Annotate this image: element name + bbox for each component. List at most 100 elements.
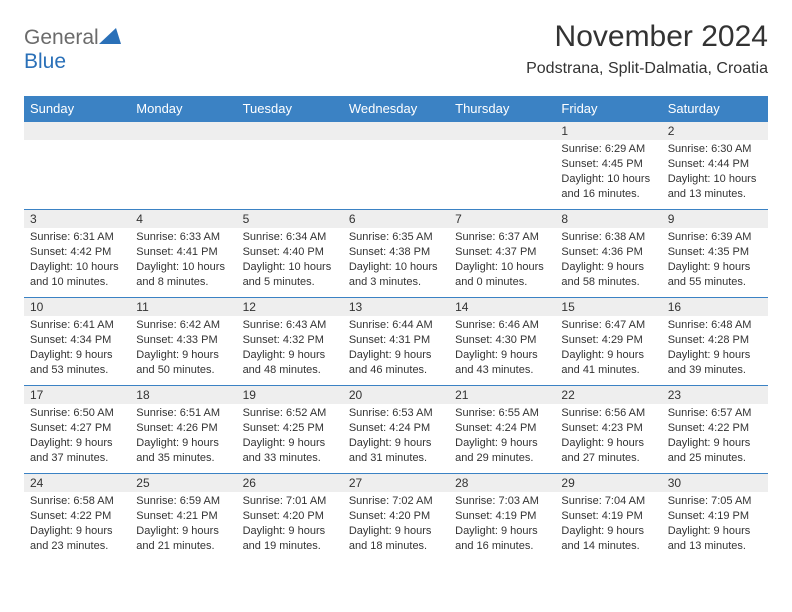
day-content: Sunrise: 7:04 AMSunset: 4:19 PMDaylight:… — [555, 492, 661, 557]
day-content: Sunrise: 6:29 AMSunset: 4:45 PMDaylight:… — [555, 140, 661, 205]
daylight-text: Daylight: 9 hours and 31 minutes. — [349, 436, 443, 466]
calendar-cell: 1Sunrise: 6:29 AMSunset: 4:45 PMDaylight… — [555, 122, 661, 210]
day-number: 11 — [130, 298, 236, 316]
daylight-text: Daylight: 9 hours and 33 minutes. — [243, 436, 337, 466]
day-number: 26 — [237, 474, 343, 492]
day-header: Friday — [555, 96, 661, 122]
sunrise-text: Sunrise: 7:03 AM — [455, 494, 549, 509]
sunrise-text: Sunrise: 6:41 AM — [30, 318, 124, 333]
day-content: Sunrise: 6:39 AMSunset: 4:35 PMDaylight:… — [662, 228, 768, 293]
calendar-week-row: 17Sunrise: 6:50 AMSunset: 4:27 PMDayligh… — [24, 386, 768, 474]
sunset-text: Sunset: 4:25 PM — [243, 421, 337, 436]
sunrise-text: Sunrise: 6:37 AM — [455, 230, 549, 245]
logo: General Blue — [24, 20, 121, 74]
calendar-cell: 14Sunrise: 6:46 AMSunset: 4:30 PMDayligh… — [449, 298, 555, 386]
calendar-cell: 28Sunrise: 7:03 AMSunset: 4:19 PMDayligh… — [449, 474, 555, 562]
sunrise-text: Sunrise: 6:52 AM — [243, 406, 337, 421]
sunrise-text: Sunrise: 6:33 AM — [136, 230, 230, 245]
sunset-text: Sunset: 4:22 PM — [668, 421, 762, 436]
calendar-week-row: 3Sunrise: 6:31 AMSunset: 4:42 PMDaylight… — [24, 210, 768, 298]
day-content: Sunrise: 7:02 AMSunset: 4:20 PMDaylight:… — [343, 492, 449, 557]
calendar-cell: 18Sunrise: 6:51 AMSunset: 4:26 PMDayligh… — [130, 386, 236, 474]
sunset-text: Sunset: 4:34 PM — [30, 333, 124, 348]
calendar-cell — [130, 122, 236, 210]
daylight-text: Daylight: 9 hours and 39 minutes. — [668, 348, 762, 378]
calendar-cell: 15Sunrise: 6:47 AMSunset: 4:29 PMDayligh… — [555, 298, 661, 386]
day-number: 2 — [662, 122, 768, 140]
day-number: 7 — [449, 210, 555, 228]
day-content: Sunrise: 6:53 AMSunset: 4:24 PMDaylight:… — [343, 404, 449, 469]
sunset-text: Sunset: 4:45 PM — [561, 157, 655, 172]
day-number: 25 — [130, 474, 236, 492]
sunrise-text: Sunrise: 7:05 AM — [668, 494, 762, 509]
day-content: Sunrise: 7:05 AMSunset: 4:19 PMDaylight:… — [662, 492, 768, 557]
day-number: 21 — [449, 386, 555, 404]
sunset-text: Sunset: 4:36 PM — [561, 245, 655, 260]
day-number: 30 — [662, 474, 768, 492]
sunrise-text: Sunrise: 6:44 AM — [349, 318, 443, 333]
day-number: 18 — [130, 386, 236, 404]
day-content: Sunrise: 6:56 AMSunset: 4:23 PMDaylight:… — [555, 404, 661, 469]
calendar-cell: 13Sunrise: 6:44 AMSunset: 4:31 PMDayligh… — [343, 298, 449, 386]
day-content: Sunrise: 6:30 AMSunset: 4:44 PMDaylight:… — [662, 140, 768, 205]
sunset-text: Sunset: 4:19 PM — [455, 509, 549, 524]
day-content: Sunrise: 6:34 AMSunset: 4:40 PMDaylight:… — [237, 228, 343, 293]
daylight-text: Daylight: 10 hours and 10 minutes. — [30, 260, 124, 290]
calendar-cell: 29Sunrise: 7:04 AMSunset: 4:19 PMDayligh… — [555, 474, 661, 562]
sunrise-text: Sunrise: 6:39 AM — [668, 230, 762, 245]
day-number: 9 — [662, 210, 768, 228]
sunrise-text: Sunrise: 6:59 AM — [136, 494, 230, 509]
calendar-week-row: 24Sunrise: 6:58 AMSunset: 4:22 PMDayligh… — [24, 474, 768, 562]
empty-day-bar — [449, 122, 555, 140]
day-content: Sunrise: 6:42 AMSunset: 4:33 PMDaylight:… — [130, 316, 236, 381]
sunrise-text: Sunrise: 6:29 AM — [561, 142, 655, 157]
sunrise-text: Sunrise: 6:50 AM — [30, 406, 124, 421]
day-content: Sunrise: 6:44 AMSunset: 4:31 PMDaylight:… — [343, 316, 449, 381]
calendar-cell: 27Sunrise: 7:02 AMSunset: 4:20 PMDayligh… — [343, 474, 449, 562]
calendar-week-row: 1Sunrise: 6:29 AMSunset: 4:45 PMDaylight… — [24, 122, 768, 210]
daylight-text: Daylight: 9 hours and 58 minutes. — [561, 260, 655, 290]
calendar-cell — [343, 122, 449, 210]
calendar-cell: 20Sunrise: 6:53 AMSunset: 4:24 PMDayligh… — [343, 386, 449, 474]
sunrise-text: Sunrise: 6:58 AM — [30, 494, 124, 509]
sunset-text: Sunset: 4:22 PM — [30, 509, 124, 524]
calendar-cell: 4Sunrise: 6:33 AMSunset: 4:41 PMDaylight… — [130, 210, 236, 298]
sunset-text: Sunset: 4:29 PM — [561, 333, 655, 348]
page: General Blue November 2024 Podstrana, Sp… — [0, 0, 792, 582]
sunset-text: Sunset: 4:19 PM — [668, 509, 762, 524]
day-number: 12 — [237, 298, 343, 316]
day-content: Sunrise: 6:58 AMSunset: 4:22 PMDaylight:… — [24, 492, 130, 557]
sunset-text: Sunset: 4:35 PM — [668, 245, 762, 260]
title-block: November 2024 Podstrana, Split-Dalmatia,… — [526, 20, 768, 78]
daylight-text: Daylight: 9 hours and 29 minutes. — [455, 436, 549, 466]
calendar-cell: 21Sunrise: 6:55 AMSunset: 4:24 PMDayligh… — [449, 386, 555, 474]
day-content: Sunrise: 6:47 AMSunset: 4:29 PMDaylight:… — [555, 316, 661, 381]
calendar-cell: 24Sunrise: 6:58 AMSunset: 4:22 PMDayligh… — [24, 474, 130, 562]
calendar-cell: 8Sunrise: 6:38 AMSunset: 4:36 PMDaylight… — [555, 210, 661, 298]
day-number: 6 — [343, 210, 449, 228]
sunrise-text: Sunrise: 6:56 AM — [561, 406, 655, 421]
day-content: Sunrise: 7:03 AMSunset: 4:19 PMDaylight:… — [449, 492, 555, 557]
day-content: Sunrise: 6:55 AMSunset: 4:24 PMDaylight:… — [449, 404, 555, 469]
daylight-text: Daylight: 9 hours and 53 minutes. — [30, 348, 124, 378]
calendar-cell: 25Sunrise: 6:59 AMSunset: 4:21 PMDayligh… — [130, 474, 236, 562]
day-content: Sunrise: 6:37 AMSunset: 4:37 PMDaylight:… — [449, 228, 555, 293]
sunset-text: Sunset: 4:44 PM — [668, 157, 762, 172]
day-number: 28 — [449, 474, 555, 492]
calendar-cell: 9Sunrise: 6:39 AMSunset: 4:35 PMDaylight… — [662, 210, 768, 298]
daylight-text: Daylight: 9 hours and 27 minutes. — [561, 436, 655, 466]
sunrise-text: Sunrise: 6:48 AM — [668, 318, 762, 333]
sunrise-text: Sunrise: 6:34 AM — [243, 230, 337, 245]
sunset-text: Sunset: 4:33 PM — [136, 333, 230, 348]
daylight-text: Daylight: 9 hours and 43 minutes. — [455, 348, 549, 378]
daylight-text: Daylight: 10 hours and 0 minutes. — [455, 260, 549, 290]
sunset-text: Sunset: 4:27 PM — [30, 421, 124, 436]
calendar-cell: 7Sunrise: 6:37 AMSunset: 4:37 PMDaylight… — [449, 210, 555, 298]
day-content: Sunrise: 6:48 AMSunset: 4:28 PMDaylight:… — [662, 316, 768, 381]
daylight-text: Daylight: 9 hours and 25 minutes. — [668, 436, 762, 466]
calendar-cell: 10Sunrise: 6:41 AMSunset: 4:34 PMDayligh… — [24, 298, 130, 386]
daylight-text: Daylight: 9 hours and 14 minutes. — [561, 524, 655, 554]
day-number: 15 — [555, 298, 661, 316]
sunrise-text: Sunrise: 6:43 AM — [243, 318, 337, 333]
calendar-cell: 17Sunrise: 6:50 AMSunset: 4:27 PMDayligh… — [24, 386, 130, 474]
